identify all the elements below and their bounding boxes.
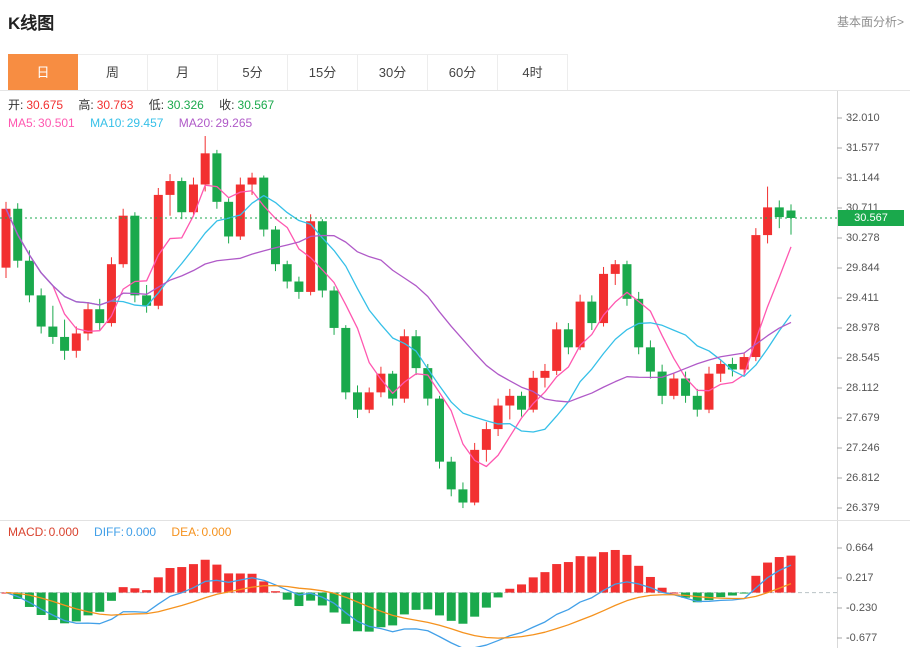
y-axis-label: -0.677 <box>846 632 878 644</box>
chart-axis <box>0 91 910 648</box>
macd-label: MACD: <box>8 525 47 539</box>
dea-label: DEA: <box>171 525 200 539</box>
open-value: 30.675 <box>26 98 64 112</box>
low-value: 30.326 <box>167 98 204 112</box>
high-value: 30.763 <box>96 98 134 112</box>
diff-value: 0.000 <box>126 525 157 539</box>
y-axis-label: 32.010 <box>846 112 880 124</box>
tab-week[interactable]: 周 <box>78 54 148 90</box>
y-axis-label: 28.978 <box>846 322 880 334</box>
y-axis-label: 28.545 <box>846 352 880 364</box>
macd-info: MACD: 0.000 DIFF: 0.000 DEA: 0.000 <box>8 525 243 539</box>
tab-60min[interactable]: 60分 <box>428 54 498 90</box>
dea-value: 0.000 <box>201 525 232 539</box>
macd-panel <box>0 549 837 647</box>
tab-5min[interactable]: 5分 <box>218 54 288 90</box>
y-axis-label: 30.278 <box>846 232 880 244</box>
y-axis-label: 26.379 <box>846 502 880 514</box>
y-axis-label: 27.246 <box>846 442 880 454</box>
high-label: 高: <box>78 98 94 112</box>
y-axis-label: 26.812 <box>846 472 880 484</box>
page-title: K线图 <box>8 14 55 33</box>
ma5-label: MA5: <box>8 116 37 130</box>
y-axis-label: 28.112 <box>846 382 879 394</box>
ma10-label: MA10: <box>90 116 125 130</box>
fundamental-analysis-link[interactable]: 基本面分析> <box>836 15 904 29</box>
ma5-value: 30.501 <box>38 116 75 130</box>
open-label: 开: <box>8 98 24 112</box>
tab-30min[interactable]: 30分 <box>358 54 428 90</box>
ma20-label: MA20: <box>178 116 214 130</box>
tab-4hour[interactable]: 4时 <box>498 54 568 90</box>
y-axis-label: 29.844 <box>846 262 880 274</box>
diff-label: DIFF: <box>94 525 125 539</box>
low-label: 低: <box>148 98 165 112</box>
header: K线图 基本面分析> <box>0 0 910 44</box>
y-axis-label: -0.230 <box>846 602 878 614</box>
y-axis-label: 0.217 <box>846 572 874 584</box>
current-price-badge: 30.567 <box>838 209 904 226</box>
ohlc-info: 开: 30.675 高: 30.763 低: 30.326 收: 30.567 <box>8 96 286 113</box>
y-axis-label: 31.577 <box>846 142 880 154</box>
tab-day[interactable]: 日 <box>8 54 78 90</box>
y-axis-label: 29.411 <box>846 292 879 304</box>
y-axis-label: 31.144 <box>846 172 880 184</box>
tab-15min[interactable]: 15分 <box>288 54 358 90</box>
y-axis-label: 27.679 <box>846 412 880 424</box>
period-tabs: 日 周 月 5分 15分 30分 60分 4时 <box>0 54 910 91</box>
close-label: 收: <box>219 98 235 112</box>
close-value: 30.567 <box>237 98 275 112</box>
ma20-value: 29.265 <box>215 116 253 130</box>
y-axis-label: 0.664 <box>846 542 874 554</box>
main-candle-panel <box>0 136 837 509</box>
macd-value: 0.000 <box>48 525 79 539</box>
ma10-value: 29.457 <box>126 116 164 130</box>
tab-month[interactable]: 月 <box>148 54 218 90</box>
ma-info: MA5: 30.501 MA10: 29.457 MA20: 29.265 <box>8 116 264 130</box>
